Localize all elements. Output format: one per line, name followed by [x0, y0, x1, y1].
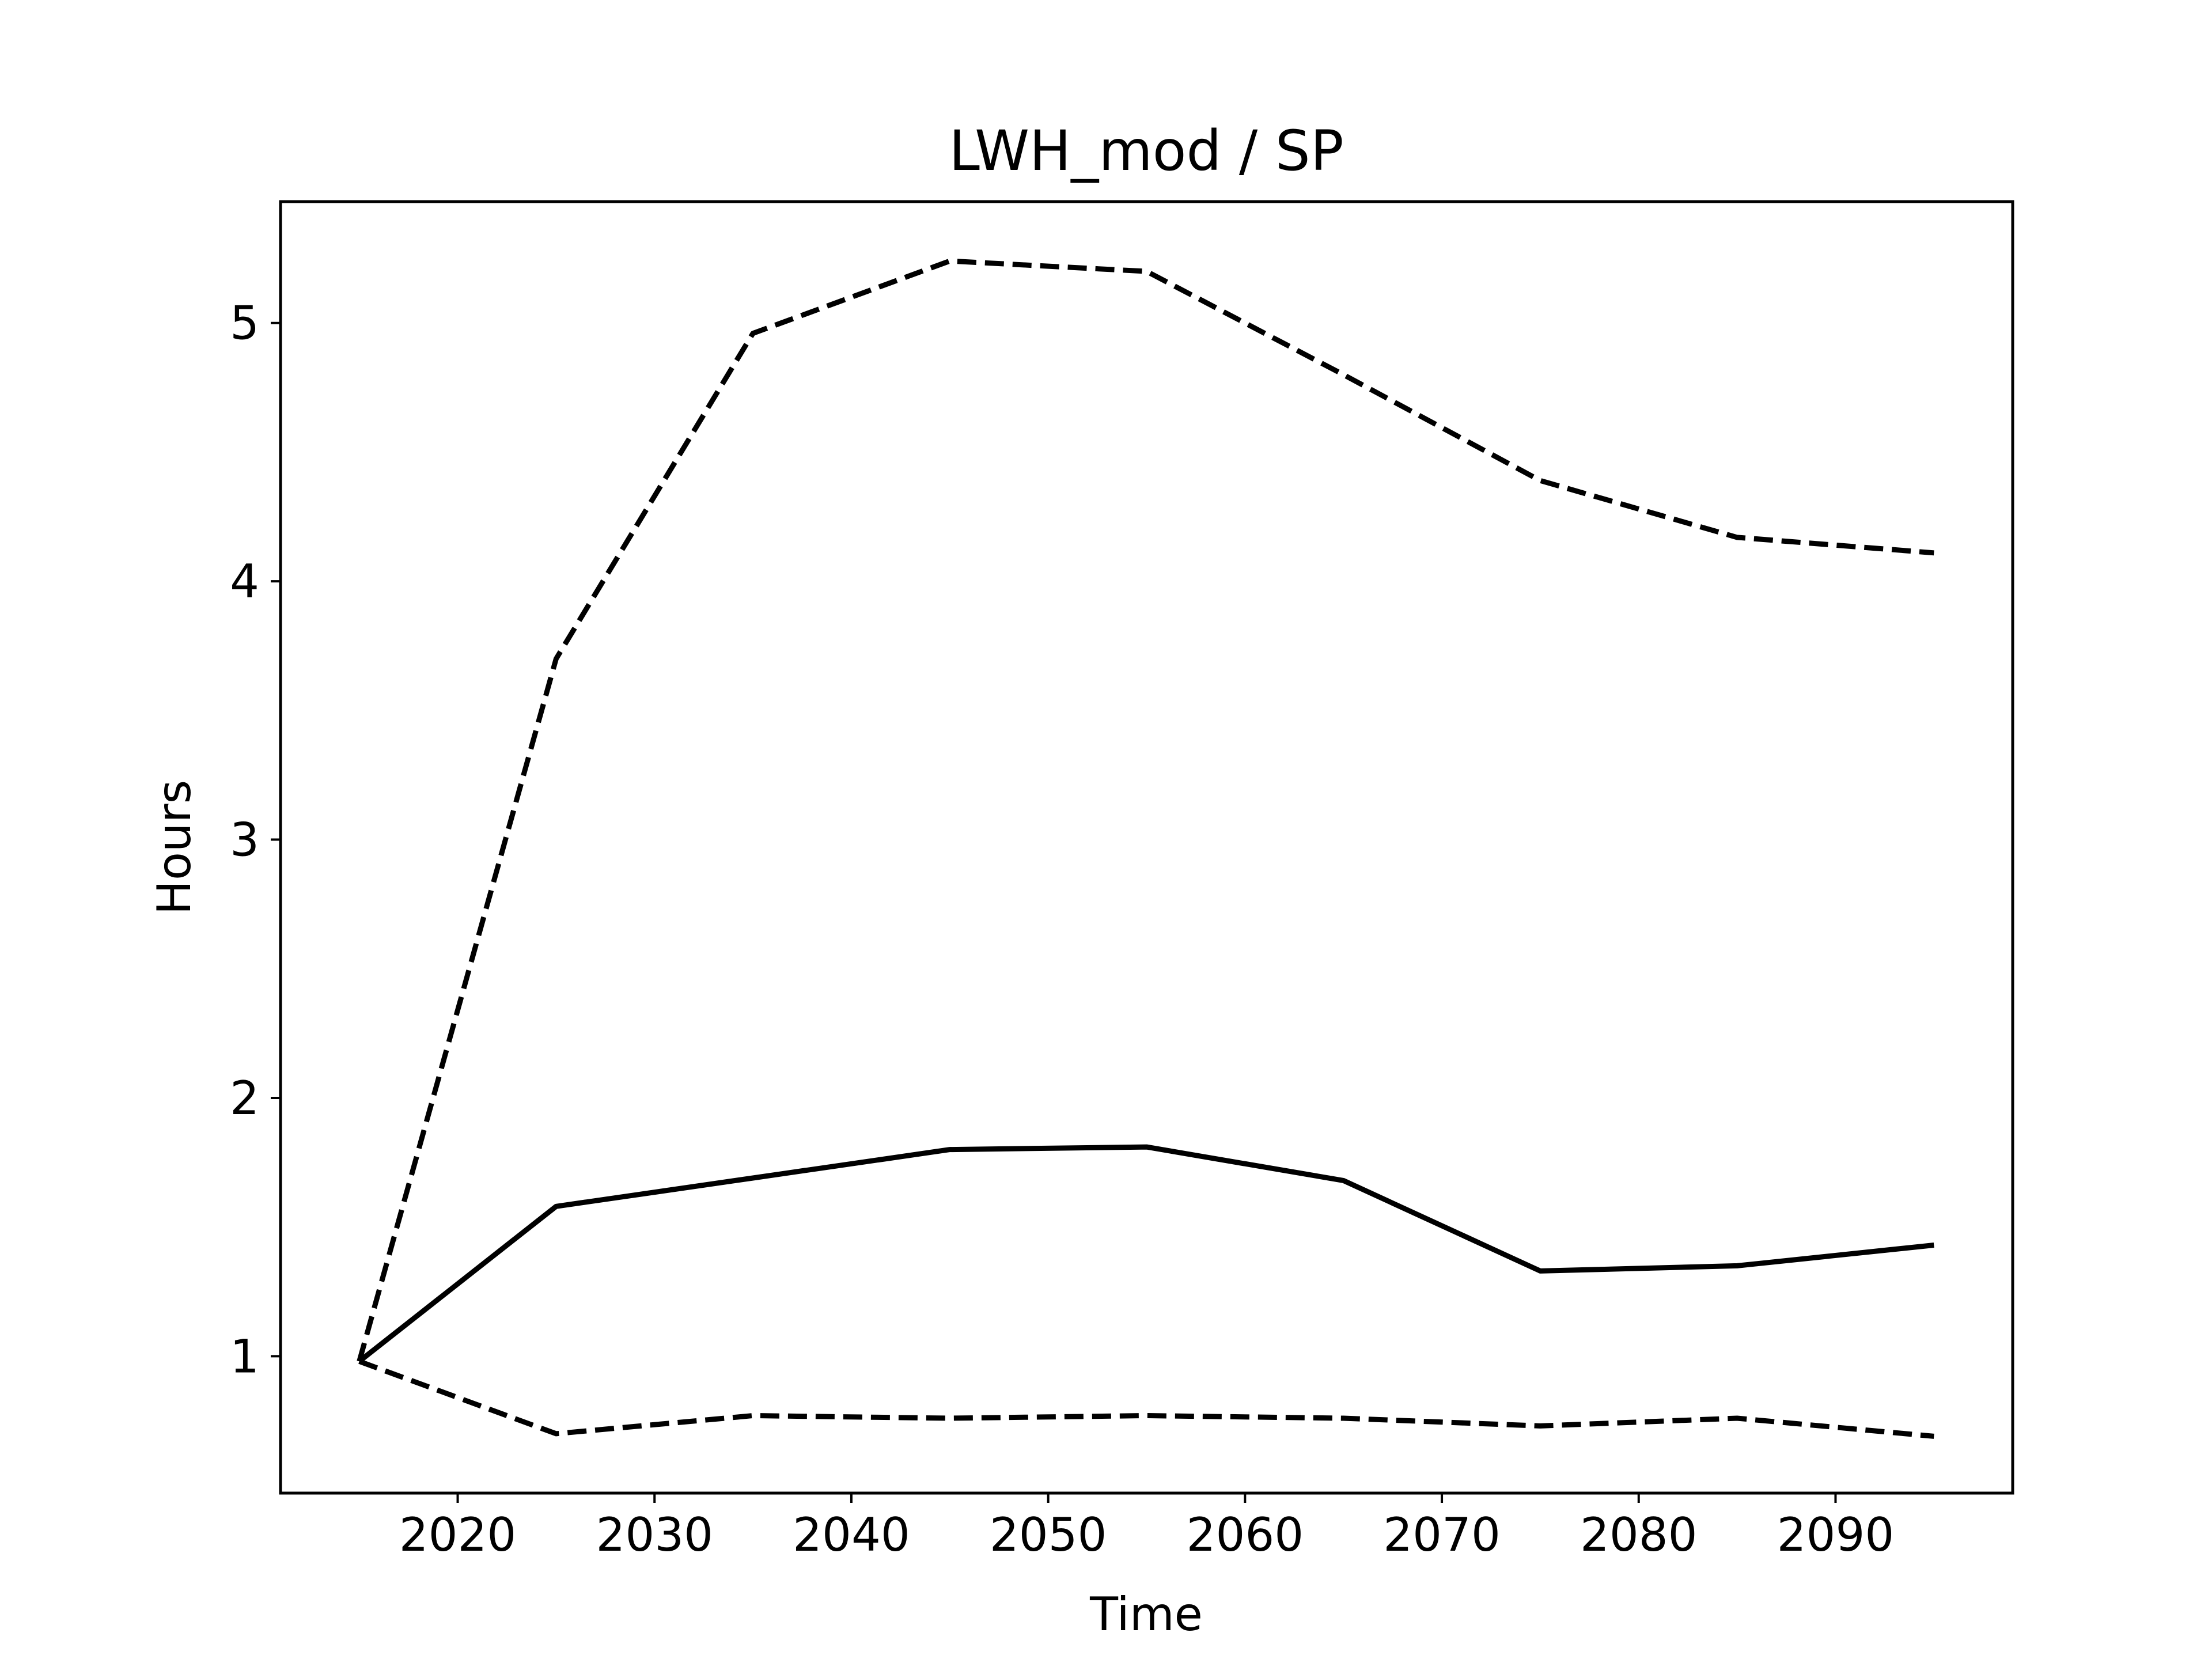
x-tick-label: 2040 [793, 1508, 910, 1562]
y-tick-label: 1 [230, 1330, 259, 1383]
x-tick-label: 2080 [1580, 1508, 1698, 1562]
y-tick-label: 3 [230, 813, 259, 867]
series-layer [357, 258, 1934, 1439]
x-tick-label: 2030 [596, 1508, 713, 1562]
x-tick-label: 2050 [990, 1508, 1107, 1562]
x-axis: 2020 2030 2040 2050 2060 2070 2080 2090 [399, 1493, 1895, 1562]
y-axis-label: Hours [147, 780, 201, 915]
y-tick-label: 4 [230, 555, 259, 608]
plot-frame [279, 200, 2014, 1495]
y-tick-label: 5 [230, 297, 259, 350]
x-tick-label: 2020 [399, 1508, 517, 1562]
chart-title: LWH_mod / SP [949, 119, 1343, 183]
x-tick-label: 2090 [1777, 1508, 1895, 1562]
y-tick-label: 2 [230, 1071, 259, 1125]
x-tick-label: 2070 [1383, 1508, 1501, 1562]
x-axis-label: Time [1089, 1588, 1203, 1641]
x-tick-label: 2060 [1187, 1508, 1304, 1562]
y-axis: 1 2 3 4 5 [230, 297, 281, 1383]
series-line-1-solid [357, 1144, 1934, 1363]
